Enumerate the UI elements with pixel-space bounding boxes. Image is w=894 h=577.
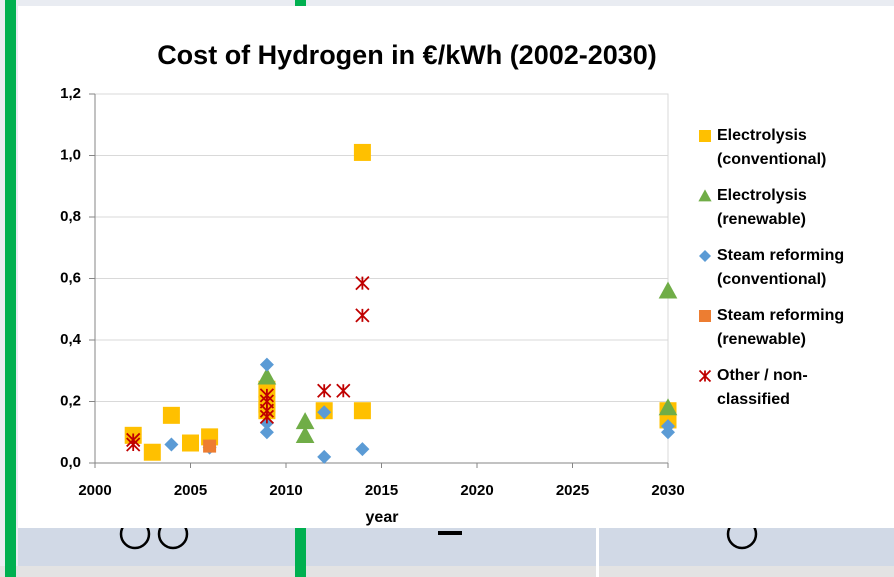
x-tick-label: 2025 bbox=[556, 482, 589, 499]
x-tick-label: 2010 bbox=[269, 482, 302, 499]
legend-label: Other / non-classified bbox=[717, 367, 808, 408]
marker bbox=[126, 437, 141, 452]
divider bbox=[596, 528, 599, 577]
legend-swatch bbox=[698, 189, 712, 202]
marker bbox=[257, 367, 277, 385]
y-tick-label: 0,6 bbox=[60, 269, 81, 286]
marker bbox=[699, 310, 711, 322]
x-tick-label: 2005 bbox=[174, 482, 207, 499]
marker bbox=[355, 308, 370, 323]
marker bbox=[295, 412, 315, 430]
x-tick-label: 2015 bbox=[365, 482, 398, 499]
legend-label: Steam reforming (renewable) bbox=[717, 307, 845, 348]
legend-swatch bbox=[699, 130, 711, 142]
chart-area bbox=[18, 6, 894, 528]
marker bbox=[259, 409, 275, 425]
y-tick-label: 0,8 bbox=[60, 208, 81, 225]
marker bbox=[698, 369, 712, 383]
marker bbox=[661, 425, 675, 440]
legend-label: Electrolysis (conventional) bbox=[717, 127, 827, 168]
legend-item: Other / non-classified bbox=[698, 364, 858, 424]
x-tick-label: 2020 bbox=[460, 482, 493, 499]
marker bbox=[259, 357, 274, 372]
legend-swatch bbox=[698, 369, 712, 383]
legend-label: Steam reforming (conventional) bbox=[717, 247, 845, 288]
green-bar bbox=[295, 528, 306, 577]
x-tick-label: 2000 bbox=[78, 482, 111, 499]
marker bbox=[355, 275, 370, 291]
legend-item: Steam reforming (conventional) bbox=[698, 244, 858, 304]
legend-item: Steam reforming (renewable) bbox=[698, 304, 858, 364]
marker bbox=[317, 383, 332, 398]
y-tick-label: 0,0 bbox=[60, 454, 81, 471]
legend-swatch bbox=[699, 310, 711, 322]
legend-item: Electrolysis (renewable) bbox=[698, 184, 858, 244]
y-tick-label: 0,4 bbox=[60, 331, 82, 348]
plot: 0,0 0,2 0,4 0,6 0,8 1,0 1,2 2000 2005 2010 2015 202… bbox=[60, 85, 685, 499]
legend-item: Electrolysis (conventional) bbox=[698, 124, 858, 184]
marker bbox=[698, 189, 712, 202]
chart-title: Cost of Hydrogen in €/kWh (2002-2030) bbox=[157, 40, 657, 70]
x-axis-title: year bbox=[366, 509, 399, 526]
legend-swatch bbox=[699, 250, 711, 262]
y-tick-label: 1,2 bbox=[60, 85, 81, 102]
marker bbox=[353, 143, 371, 161]
icon bbox=[438, 531, 462, 535]
marker bbox=[162, 406, 180, 424]
marker bbox=[317, 449, 332, 464]
marker bbox=[295, 425, 315, 443]
legend: Electrolysis (conventional) Electrolysis … bbox=[698, 124, 858, 424]
marker bbox=[203, 439, 217, 453]
marker bbox=[336, 383, 351, 398]
marker bbox=[699, 130, 711, 142]
table-row bbox=[0, 566, 894, 577]
marker bbox=[317, 405, 332, 420]
marker bbox=[658, 398, 678, 416]
marker bbox=[355, 442, 370, 457]
marker bbox=[658, 281, 678, 299]
marker bbox=[699, 250, 711, 262]
x-tick-label: 2030 bbox=[651, 482, 684, 499]
green-bar bbox=[295, 0, 306, 8]
y-tick-label: 0,2 bbox=[60, 392, 81, 409]
green-bar bbox=[5, 0, 16, 577]
marker bbox=[143, 443, 161, 461]
marker bbox=[353, 402, 371, 420]
legend-label: Electrolysis (renewable) bbox=[717, 187, 807, 228]
y-tick-label: 1,0 bbox=[60, 146, 81, 163]
marker bbox=[164, 437, 179, 452]
marker bbox=[259, 425, 274, 440]
marker bbox=[182, 434, 199, 452]
